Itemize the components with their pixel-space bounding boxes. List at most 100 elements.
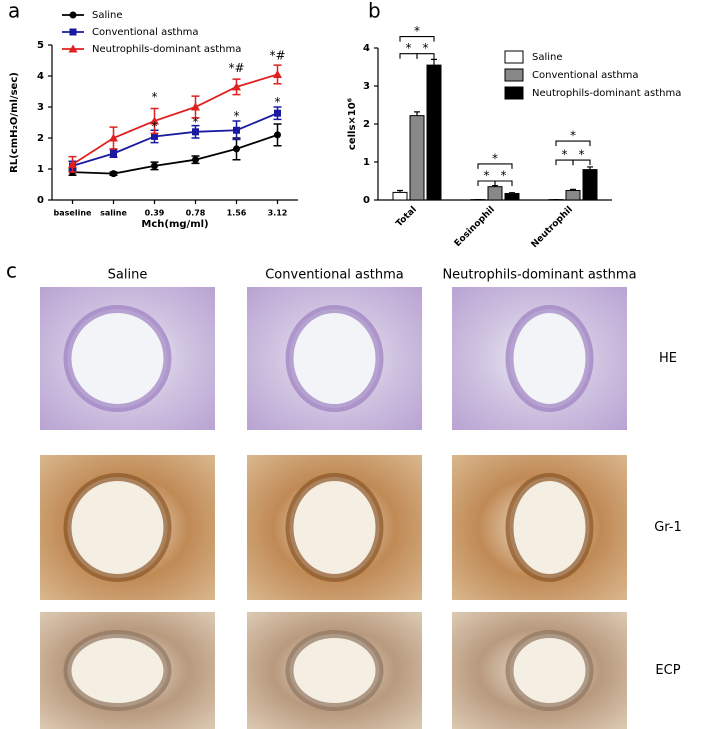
annotation: *# [269,48,285,62]
annotation: *# [228,61,244,75]
marker [192,128,199,136]
annotation: * [579,148,585,162]
bar [392,191,408,201]
airway [63,473,172,582]
column-header: Conventional asthma [265,268,404,283]
row-label: Gr-1 [654,520,682,535]
column-header: Saline [108,268,148,283]
bar [504,193,520,201]
legend-label: Saline [92,10,123,21]
y-tick-label: 0 [363,195,370,206]
annotation: * [562,148,568,162]
annotation: * [570,129,576,143]
x-tick-label: Neutrophil [530,205,575,250]
error-bar [414,111,420,116]
y-tick-label: 4 [37,71,44,82]
bar [565,190,581,201]
marker [150,116,159,125]
x-tick-label: saline [100,209,127,218]
row-label: ECP [655,663,680,678]
series-line [72,73,278,166]
series-line [72,112,278,167]
annotation: * [501,169,507,183]
significance-bracket [555,140,591,147]
airway [505,630,594,711]
series-line [72,134,278,175]
x-tick-label: 1.56 [227,209,247,218]
annotation: * [492,151,498,165]
significance-bracket [399,36,435,42]
bar [426,64,442,201]
airway [285,473,384,582]
annotation: * [414,24,420,38]
y-tick-label: 3 [37,102,44,113]
error-bar [431,58,437,66]
bar [582,169,598,201]
airway [505,305,594,412]
legend-marker [69,28,77,36]
significance-bracket [416,53,435,59]
significance-bracket [494,180,513,186]
y-tick-label: 1 [363,157,370,168]
marker [110,170,117,178]
annotation: * [193,115,199,129]
y-axis-label: cells×10⁶ [347,98,358,150]
y-tick-label: 4 [363,43,370,54]
legend-label: Neutrophils-dominant asthma [532,88,681,99]
marker [232,82,241,91]
y-tick-label: 5 [37,40,44,51]
marker [109,133,118,142]
annotation: * [234,109,240,123]
y-tick-label: 3 [363,81,370,92]
airway [63,630,172,711]
airway [505,473,594,582]
marker [233,145,240,153]
legend-marker [68,44,78,53]
legend-swatch [504,68,524,82]
y-tick-label: 0 [37,195,44,206]
legend-label: Conventional asthma [532,70,639,81]
annotation: * [152,120,158,134]
x-tick-label: baseline [54,209,92,218]
legend-swatch [504,50,524,64]
airway [285,630,384,711]
x-tick-label: Total [394,205,418,229]
annotation: * [423,41,429,55]
histology-grid: Saline Conventional asthma Neutrophils-dom… [40,268,682,729]
marker [110,150,117,157]
panel-label: c [6,259,17,283]
marker [151,132,158,140]
annotation: * [484,169,490,183]
airway [285,305,384,412]
legend-swatch [504,86,524,100]
panel-label: b [368,0,381,23]
x-tick-label: 0.39 [145,209,165,218]
x-axis-label: Mch(mg/ml) [141,219,208,230]
marker [274,109,281,117]
marker [151,162,158,170]
marker [192,156,199,164]
marker [68,159,77,168]
bar [409,115,425,201]
legend-label: Saline [532,52,563,63]
legend-marker [69,11,77,19]
significance-bracket [572,159,591,166]
significance-bracket [477,163,513,169]
marker [191,102,200,111]
x-tick-label: 0.78 [186,209,206,218]
y-tick-label: 1 [37,164,44,175]
marker [233,126,240,134]
annotation: * [406,41,412,55]
y-tick-label: 2 [37,133,44,144]
annotation: * [152,90,158,104]
y-tick-label: 2 [363,119,370,130]
column-header: Neutrophils-dominant asthma [442,268,636,283]
legend-label: Neutrophils-dominant asthma [92,44,241,55]
legend-label: Conventional asthma [92,27,199,38]
x-tick-label: 3.12 [268,209,288,218]
marker [273,69,282,78]
annotation: * [275,95,281,109]
airway [63,305,172,412]
x-tick-label: Eosinophil [453,205,497,249]
